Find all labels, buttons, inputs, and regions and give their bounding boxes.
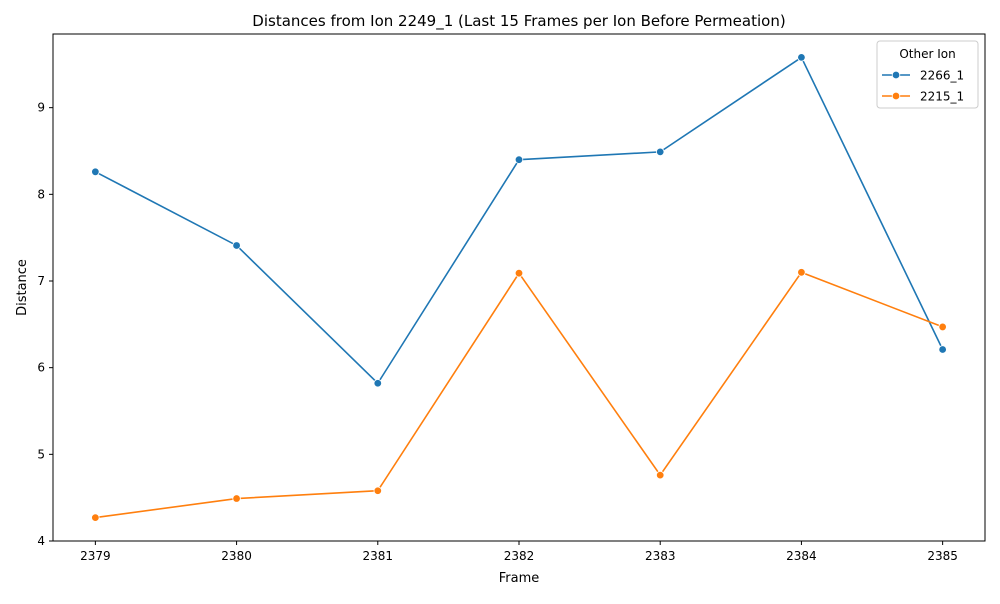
legend-marker bbox=[891, 70, 901, 80]
data-point bbox=[938, 345, 947, 354]
data-point bbox=[656, 147, 665, 157]
data-point bbox=[373, 486, 382, 495]
x-tick-label: 2385 bbox=[927, 549, 958, 563]
series-2266_1 bbox=[91, 53, 947, 388]
x-axis: 2379 2380 2381 2382 2383 2384 2385 bbox=[80, 541, 958, 563]
legend-label: 2266_1 bbox=[920, 69, 964, 83]
legend-box bbox=[876, 40, 979, 109]
chart-title: Distances from Ion 2249_1 (Last 15 Frame… bbox=[252, 12, 785, 31]
data-point bbox=[514, 155, 524, 164]
y-tick-label: 6 bbox=[37, 361, 45, 375]
series-2215_1 bbox=[91, 268, 947, 522]
legend: Other Ion 2266_1 2215_1 bbox=[876, 40, 979, 109]
y-axis: 4 5 6 7 8 9 bbox=[37, 101, 53, 548]
data-point bbox=[373, 379, 382, 388]
data-point bbox=[797, 53, 806, 62]
data-point bbox=[232, 241, 241, 250]
y-tick-label: 7 bbox=[37, 274, 45, 288]
data-point bbox=[938, 322, 947, 332]
legend-marker bbox=[891, 91, 901, 101]
series-layer bbox=[91, 53, 947, 522]
data-point bbox=[656, 470, 665, 480]
data-point bbox=[91, 167, 100, 176]
plot-frame bbox=[52, 33, 986, 542]
data-point bbox=[797, 268, 806, 277]
legend-title: Other Ion bbox=[899, 47, 955, 61]
data-point bbox=[91, 513, 100, 522]
data-point bbox=[514, 269, 524, 278]
y-axis-label: Distance bbox=[15, 259, 30, 316]
y-tick-label: 8 bbox=[37, 187, 45, 201]
x-tick-label: 2379 bbox=[80, 549, 111, 563]
y-tick-label: 9 bbox=[37, 101, 45, 115]
data-point bbox=[232, 494, 241, 503]
x-tick-label: 2381 bbox=[363, 549, 394, 563]
x-tick-label: 2382 bbox=[504, 549, 535, 563]
y-tick-label: 4 bbox=[37, 534, 45, 548]
x-tick-label: 2380 bbox=[221, 549, 252, 563]
legend-label: 2215_1 bbox=[920, 90, 964, 104]
y-tick-label: 5 bbox=[37, 447, 45, 461]
x-axis-label: Frame bbox=[499, 571, 540, 586]
x-tick-label: 2384 bbox=[786, 549, 817, 563]
x-tick-label: 2383 bbox=[645, 549, 676, 563]
